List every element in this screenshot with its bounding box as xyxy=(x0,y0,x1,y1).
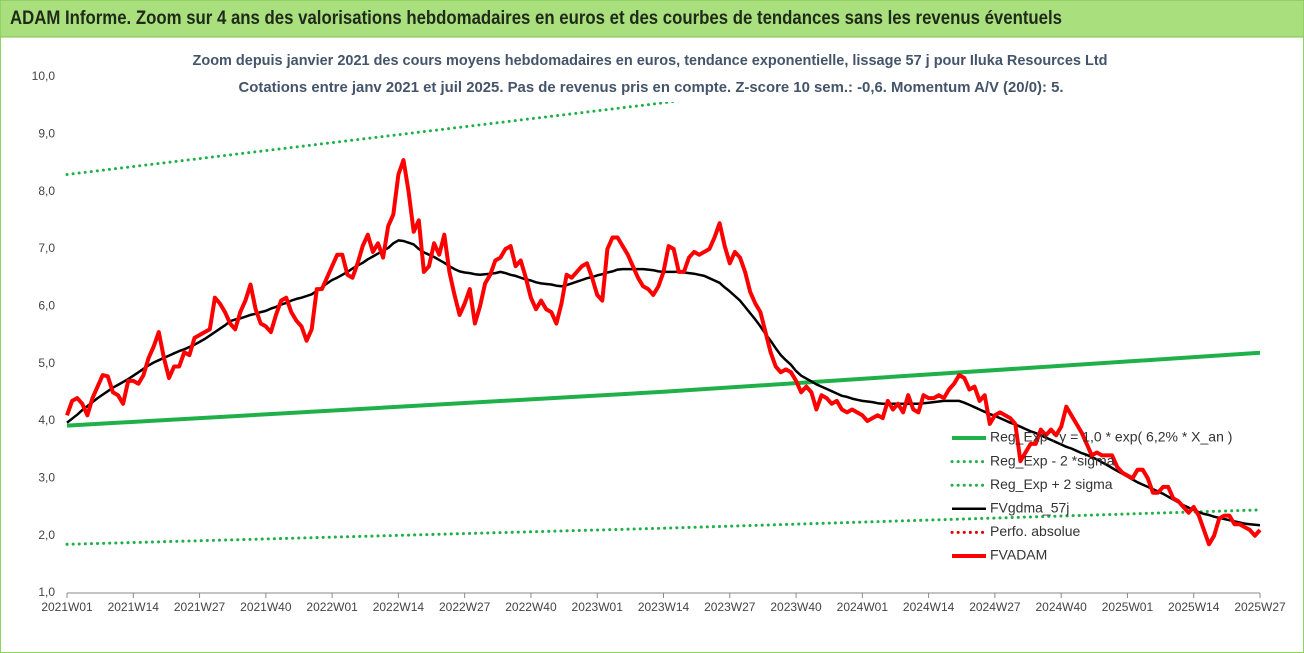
subtitle: Cotations entre janv 2021 et juil 2025. … xyxy=(239,79,1064,96)
x-tick-label: 2025W01 xyxy=(1102,600,1154,614)
y-tick-label: 9,0 xyxy=(38,127,55,141)
y-tick-label: 1,0 xyxy=(38,585,55,599)
plot-area xyxy=(65,77,1262,547)
legend: Reg_Exp : y = 1,0 * exp( 6,2% * X_an ) Re… xyxy=(950,429,1232,563)
x-tick-label: 2024W40 xyxy=(1035,600,1087,614)
y-tick-label: 10,0 xyxy=(32,69,56,83)
subtitle: Zoom depuis janvier 2021 des cours moyen… xyxy=(193,52,1108,69)
x-tick-label: 2022W01 xyxy=(306,600,358,614)
legend-label: Reg_Exp : y = 1,0 * exp( 6,2% * X_an ) xyxy=(990,429,1232,445)
series-line xyxy=(65,158,1262,547)
series-line xyxy=(66,350,1261,428)
x-tick-label: 2023W40 xyxy=(770,600,822,614)
title-banner xyxy=(0,0,1304,38)
y-tick-label: 6,0 xyxy=(38,299,55,313)
y-tick-label: 2,0 xyxy=(38,528,55,542)
x-tick-label: 2023W01 xyxy=(572,600,624,614)
legend-label: Reg_Exp - 2 *sigma xyxy=(990,452,1115,468)
x-tick-label: 2023W14 xyxy=(638,600,690,614)
legend-label: FVgdma_57j xyxy=(990,500,1069,516)
series-line xyxy=(65,77,861,176)
x-tick-label: 2025W14 xyxy=(1168,600,1220,614)
y-tick-label: 7,0 xyxy=(38,241,55,255)
x-tick-label: 2021W27 xyxy=(174,600,226,614)
y-tick-label: 8,0 xyxy=(38,184,55,198)
chart-title: ADAM Informe. Zoom sur 4 ans des valoris… xyxy=(10,8,1062,29)
x-tick-label: 2023W27 xyxy=(704,600,756,614)
axes: 1,0 2,0 3,0 4,0 5,0 6,0 7,0 8,0 9,0 10,0 2021W01 20… xyxy=(32,69,1286,614)
x-tick-label: 2021W14 xyxy=(108,600,160,614)
y-tick-label: 5,0 xyxy=(38,356,55,370)
legend-label: FVADAM xyxy=(990,547,1047,563)
x-tick-label: 2022W27 xyxy=(439,600,491,614)
x-tick-label: 2024W01 xyxy=(837,600,889,614)
legend-label: Perfo. absolue xyxy=(990,523,1080,539)
subtitle-box xyxy=(186,46,1116,102)
x-tick-label: 2022W14 xyxy=(373,600,425,614)
legend-label: Reg_Exp + 2 sigma xyxy=(990,476,1113,492)
series-line xyxy=(65,508,1262,546)
x-tick-label: 2021W01 xyxy=(41,600,93,614)
x-tick-label: 2024W27 xyxy=(969,600,1021,614)
x-tick-label: 2024W14 xyxy=(903,600,955,614)
x-tick-label: 2021W40 xyxy=(240,600,292,614)
x-tick-label: 2022W40 xyxy=(505,600,557,614)
y-tick-label: 4,0 xyxy=(38,413,55,427)
x-tick-label: 2025W27 xyxy=(1234,600,1286,614)
y-tick-label: 3,0 xyxy=(38,471,55,485)
